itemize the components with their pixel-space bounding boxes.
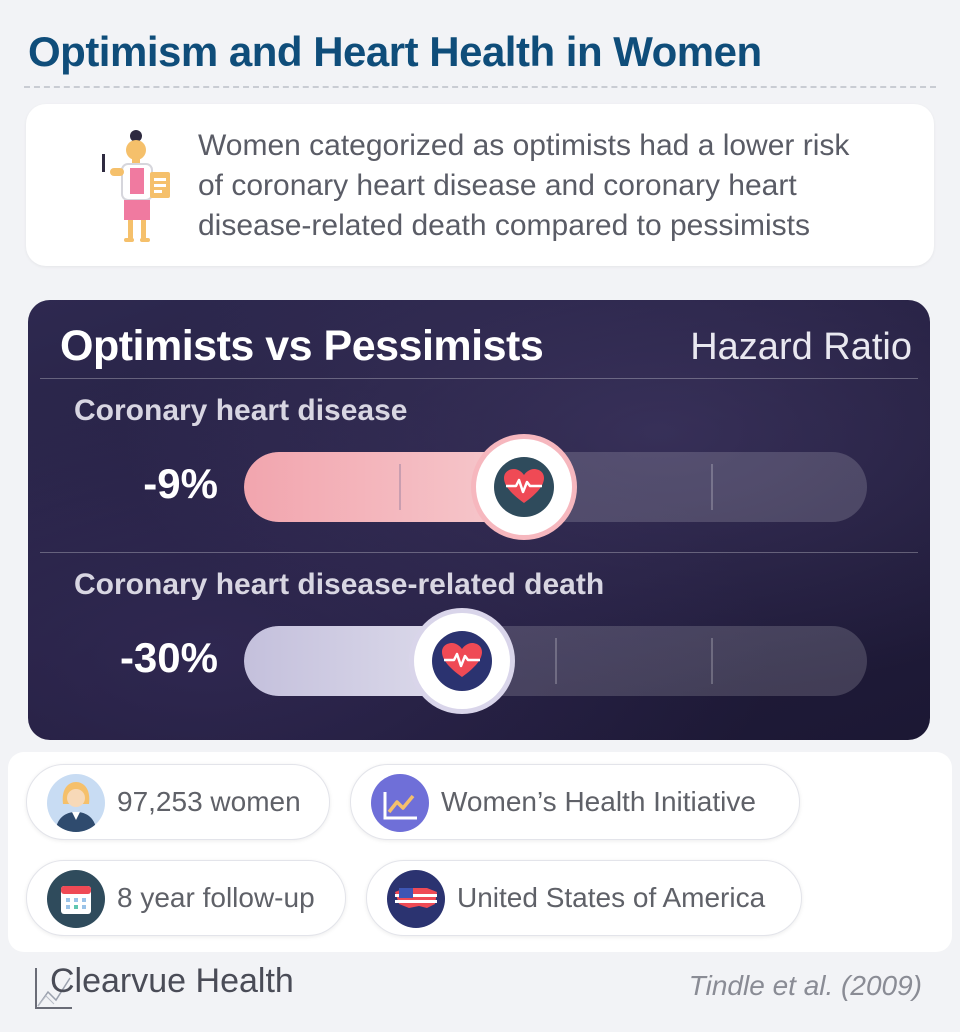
summary-text: Women categorized as optimists had a low… — [198, 126, 918, 246]
page-title: Optimism and Heart Health in Women — [28, 28, 762, 75]
brand-logo-icon — [35, 968, 72, 1009]
panel-title: Optimists vs Pessimists — [60, 322, 544, 370]
fact-country: United States of America — [457, 882, 766, 913]
panel-divider — [40, 378, 918, 379]
woman-doctor-icon — [102, 130, 170, 242]
summary-line: disease-related death compared to pessim… — [198, 209, 810, 242]
fact-pill-study: Women’s Health Initiative — [350, 764, 800, 840]
fact-followup: 8 year follow-up — [117, 882, 315, 913]
metric-label-chd: Coronary heart disease — [74, 394, 408, 427]
heart-pulse-icon — [494, 457, 555, 517]
heart-badge-chd — [476, 439, 573, 535]
bar-tick — [711, 464, 713, 510]
bar-track-chd-death — [244, 626, 867, 696]
panel-subtitle: Hazard Ratio — [690, 326, 912, 368]
fact-pill-participants: 97,253 women — [26, 764, 330, 840]
summary-line: of coronary heart disease and coronary h… — [198, 169, 797, 202]
panel-divider — [40, 552, 918, 553]
title-divider — [24, 86, 936, 88]
fact-pill-followup: 8 year follow-up — [26, 860, 346, 936]
study-facts: 97,253 women Women’s Health Initiative 8 — [8, 752, 952, 952]
bar-tick — [711, 638, 713, 684]
heart-badge-chd-death — [414, 613, 511, 709]
woman-avatar-icon — [47, 774, 105, 832]
summary-card: Women categorized as optimists had a low… — [26, 104, 934, 266]
metric-label-chd-death: Coronary heart disease-related death — [74, 568, 605, 601]
summary-line: Women categorized as optimists had a low… — [198, 129, 850, 162]
fact-pill-country: United States of America — [366, 860, 802, 936]
fact-participants: 97,253 women — [117, 786, 301, 817]
bar-tick — [399, 464, 401, 510]
citation: Tindle et al. (2009) — [688, 970, 922, 1001]
heart-pulse-icon — [432, 631, 493, 691]
metric-value-chd-death: -30% — [119, 634, 218, 681]
metric-value-chd: -9% — [143, 460, 218, 507]
fact-study: Women’s Health Initiative — [441, 786, 756, 817]
usa-map-icon — [387, 870, 445, 928]
hazard-ratio-panel: Optimists vs Pessimists Hazard Ratio Cor… — [28, 300, 930, 740]
line-chart-icon — [371, 774, 429, 832]
calendar-icon — [47, 870, 105, 928]
bar-tick — [555, 638, 557, 684]
brand-name: Clearvue Health — [50, 962, 294, 1000]
